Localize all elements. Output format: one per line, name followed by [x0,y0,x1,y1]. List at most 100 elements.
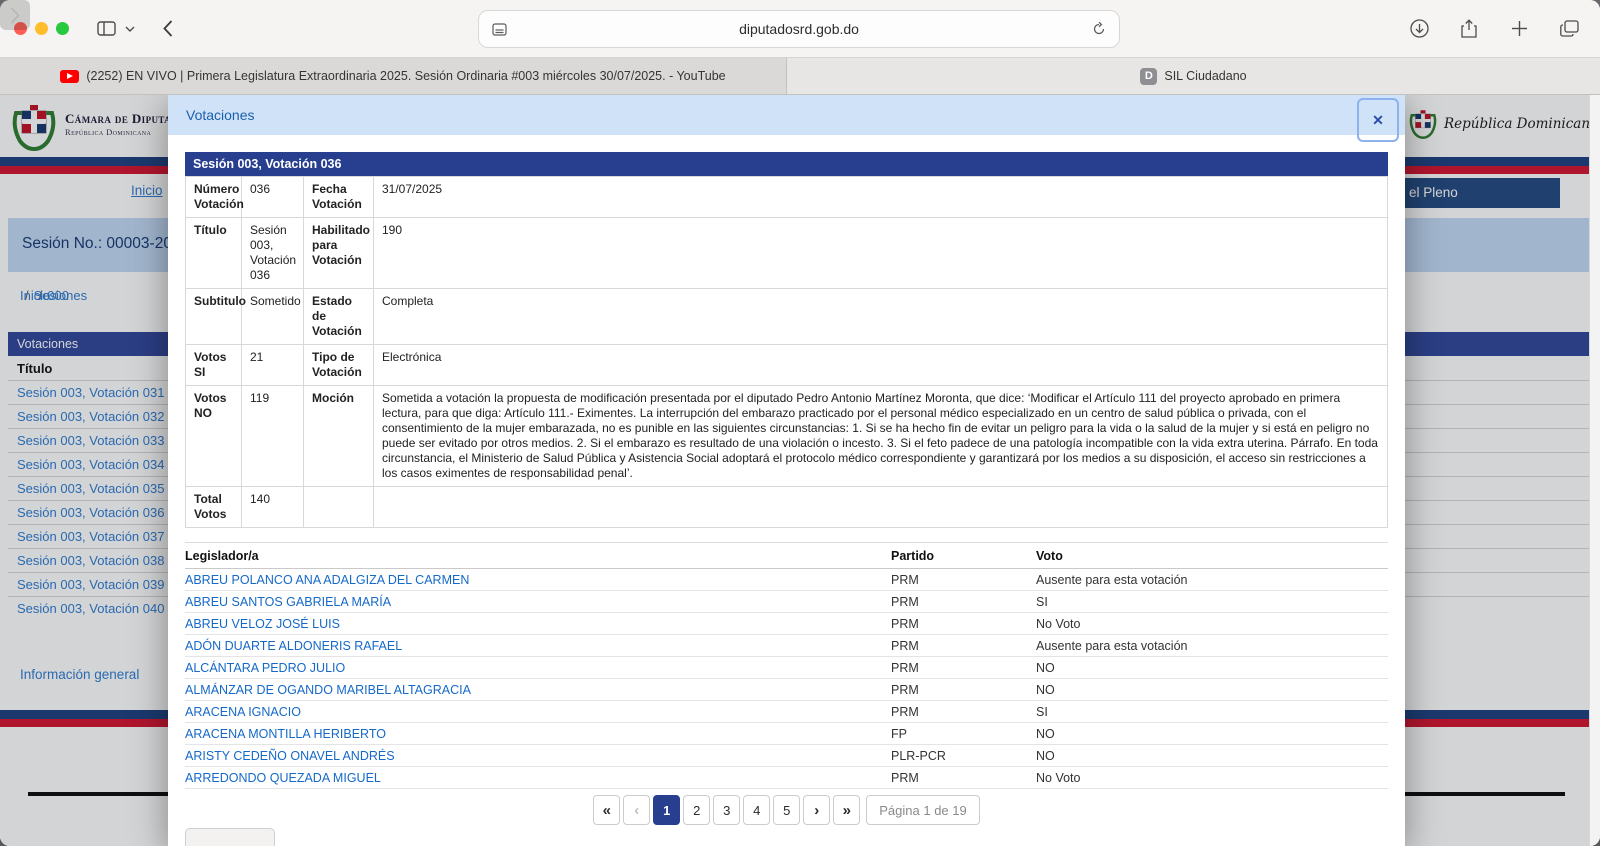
votacion-link[interactable]: Sesión 003, Votación 033 [17,433,165,448]
session-number-text: Sesión No.: 00003-2025 [22,235,190,252]
legislator-link[interactable]: ABREU VELOZ JOSÉ LUIS [185,616,340,631]
sidebar-icon[interactable] [91,14,121,44]
detail-row: Votos NO 119 Moción Sometida a votación la … [185,385,1388,487]
legislator-party-cell: PRM [891,766,1036,789]
legislator-vote-cell: SI [1036,590,1388,613]
detail-row: Total Votos 140 [185,486,1388,528]
legislator-vote-cell: NO [1036,744,1388,767]
detail-value-2: Sometida a votación la propuesta de modi… [373,385,1388,487]
votacion-link[interactable]: Sesión 003, Votación 034 [17,457,165,472]
modal-header: Votaciones [168,95,1405,135]
pagination-page-3[interactable]: 3 [713,795,741,825]
votacion-link[interactable]: Sesión 003, Votación 037 [17,529,165,544]
bottom-partial-button[interactable] [185,828,275,846]
votacion-link[interactable]: Sesión 003, Votación 031 [17,385,165,400]
legislator-row: ADÓN DUARTE ALDONERIS RAFAEL PRM Ausente p… [185,634,1388,657]
detail-label-2: Tipo de Votación [303,344,374,386]
legislator-link[interactable]: ARACENA IGNACIO [185,704,301,719]
forward-icon[interactable] [0,0,30,30]
legislator-link[interactable]: ADÓN DUARTE ALDONERIS RAFAEL [185,638,403,653]
detail-value-1: 140 [241,486,304,528]
detail-label-1: Votos NO [185,385,242,487]
browser-toolbar: diputadosrd.gob.do [0,0,1600,57]
legislator-vote-cell: Ausente para esta votación [1036,634,1388,657]
page-settings-icon[interactable] [489,14,509,44]
share-icon[interactable] [1454,13,1484,43]
breadcrumb-session-id[interactable]: 000 [47,288,69,303]
tab-sil-ciudadano[interactable]: D SIL Ciudadano [787,58,1600,94]
pagination-next-button[interactable]: › [803,795,831,825]
pagination-first-button[interactable]: « [593,795,621,825]
detail-value-1: 036 [241,176,304,218]
votacion-link[interactable]: Sesión 003, Votación 039 [17,577,165,592]
address-bar[interactable]: diputadosrd.gob.do [478,10,1120,48]
legislator-link[interactable]: ALCÁNTARA PEDRO JULIO [185,660,346,675]
pagination-page-2[interactable]: 2 [683,795,711,825]
votacion-link[interactable]: Sesión 003, Votación 035 [17,481,165,496]
new-tab-icon[interactable] [1504,13,1534,43]
legislator-vote-cell: NO [1036,722,1388,745]
legislator-row: ARREDONDO QUEZADA MIGUEL PRM No Voto [185,766,1388,789]
tab-youtube-title: (2252) EN VIVO | Primera Legislatura Ext… [86,69,726,83]
votacion-link[interactable]: Sesión 003, Votación 038 [17,553,165,568]
legislator-link[interactable]: ALMÁNZAR DE OGANDO MARIBEL ALTAGRACIA [185,682,471,697]
legislator-link[interactable]: ARISTY CEDEÑO ONAVEL ANDRÉS [185,748,395,763]
chevron-down-icon[interactable] [121,14,139,44]
downloads-icon[interactable] [1404,13,1434,43]
legislator-row: ALCÁNTARA PEDRO JULIO PRM NO [185,656,1388,679]
detail-label-2: Fecha Votación [303,176,374,218]
page-content: Cámara de Diputados República Dominicana… [0,95,1600,846]
pagination-prev-button[interactable]: ‹ [623,795,651,825]
brand-right: República Dominicana [1408,109,1598,139]
coat-of-arms-small-icon [1409,110,1437,139]
breadcrumb-inicio[interactable]: Inicio [20,288,51,303]
pagination-page-4[interactable]: 4 [743,795,771,825]
legislator-name-cell: ABREU POLANCO ANA ADALGIZA DEL CARMEN [185,568,891,591]
legislator-vote-cell: No Voto [1036,612,1388,635]
detail-value-2: Electrónica [373,344,1388,386]
close-icon[interactable]: ✕ [1357,98,1399,142]
detail-row: Título Sesión 003, Votación 036 Habilitado… [185,217,1388,289]
detail-value-1: Sesión 003, Votación 036 [241,217,304,289]
detail-label-2 [303,486,374,528]
votacion-link[interactable]: Sesión 003, Votación 036 [17,505,165,520]
close-window-button[interactable] [14,22,27,35]
footer-link-informacion[interactable]: Información general [20,667,140,682]
minimize-window-button[interactable] [35,22,48,35]
detail-label-2: Moción [303,385,374,487]
pagination-page-1[interactable]: 1 [653,795,681,825]
legislator-link[interactable]: ARREDONDO QUEZADA MIGUEL [185,770,381,785]
legislator-link[interactable]: ABREU SANTOS GABRIELA MARÍA [185,594,392,609]
detail-value-1: Sometido [241,288,304,345]
legislator-row: ABREU SANTOS GABRIELA MARÍA PRM SI [185,590,1388,613]
reload-icon[interactable] [1089,14,1109,44]
legislator-link[interactable]: ABREU POLANCO ANA ADALGIZA DEL CARMEN [185,572,470,587]
legislator-name-cell: ARREDONDO QUEZADA MIGUEL [185,766,891,789]
zoom-window-button[interactable] [56,22,69,35]
tab-overview-icon[interactable] [1554,13,1584,43]
nav-link-inicio[interactable]: Inicio [131,183,163,198]
detail-value-2 [373,486,1388,528]
breadcrumb: Inicio / Sesiones/000 [20,288,88,303]
detail-label-1: Número Votación [185,176,244,218]
tab-bar: (2252) EN VIVO | Primera Legislatura Ext… [0,57,1600,95]
session-table-header: Sesión 003, Votación 036 [185,152,1388,176]
legislator-party-cell: PRM [891,678,1036,701]
votacion-link[interactable]: Sesión 003, Votación 040 [17,601,165,616]
legislator-link[interactable]: ARACENA MONTILLA HERIBERTO [185,726,386,741]
scrollbar[interactable] [1589,95,1600,846]
legislator-name-cell: ALMÁNZAR DE OGANDO MARIBEL ALTAGRACIA [185,678,891,701]
detail-label-1: Votos SI [185,344,242,386]
back-icon[interactable] [153,14,183,44]
legislator-row: ARACENA MONTILLA HERIBERTO FP NO [185,722,1388,745]
legislator-vote-cell: NO [1036,678,1388,701]
tab-youtube[interactable]: (2252) EN VIVO | Primera Legislatura Ext… [0,58,787,94]
nav-item-pleno[interactable]: el Pleno [1400,178,1560,208]
pagination-last-button[interactable]: » [833,795,861,825]
legislator-name-cell: ARACENA IGNACIO [185,700,891,723]
detail-value-2: 31/07/2025 [373,176,1388,218]
pagination-page-5[interactable]: 5 [773,795,801,825]
breadcrumb-sesiones[interactable]: Sesiones [33,288,88,303]
votacion-link[interactable]: Sesión 003, Votación 032 [17,409,165,424]
